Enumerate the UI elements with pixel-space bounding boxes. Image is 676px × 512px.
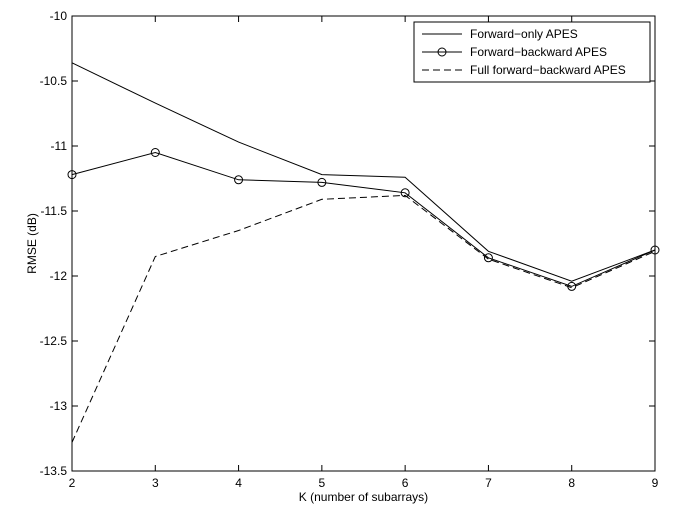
y-tick-label: -13.5 [40,464,68,478]
series-line-2 [71,151,656,287]
legend: Forward−only APES Forward−backward APES Fu… [413,21,651,83]
series-line-3 [71,194,656,443]
x-tick-label: 4 [235,476,242,490]
series-2-marker [67,170,77,180]
x-tick-label: 6 [402,476,409,490]
y-tick-label: -11.5 [41,204,68,218]
x-tick-label: 3 [152,476,159,490]
series-2-marker [234,175,244,185]
x-tick-label: 5 [319,476,326,490]
series-2-marker [483,253,493,263]
legend-label-3: Full forward−backward APES [470,63,626,77]
series-line-1 [71,62,656,282]
y-tick-label: -10.5 [40,74,68,88]
legend-marker-2 [437,47,447,57]
y-tick-label: -12.5 [40,334,68,348]
y-axis-label: RMSE (dB) [25,213,39,274]
x-tick-label: 9 [652,476,659,490]
legend-label-2: Forward−backward APES [470,45,607,59]
x-tick-label: 8 [568,476,575,490]
axis-ticks: 2 3 4 5 6 7 8 9 -10 -10.5 -11 -11.5 -12 -12.5 -13 -13.5 [40,9,659,490]
series-2-marker [150,148,160,157]
x-axis-label: K (number of subarrays) [299,490,428,504]
series-2-marker [650,245,660,255]
legend-label-1: Forward−only APES [470,27,578,41]
x-tick-label: 7 [485,476,492,490]
y-tick-label: -13 [50,399,68,413]
y-tick-label: -10 [50,9,68,23]
y-tick-label: -11 [51,139,68,153]
series-layer [67,62,660,443]
x-tick-label: 2 [69,476,76,490]
series-2-marker [400,188,410,198]
series-2-marker [317,177,327,187]
plot-area [71,15,656,472]
y-tick-label: -12 [50,269,68,283]
